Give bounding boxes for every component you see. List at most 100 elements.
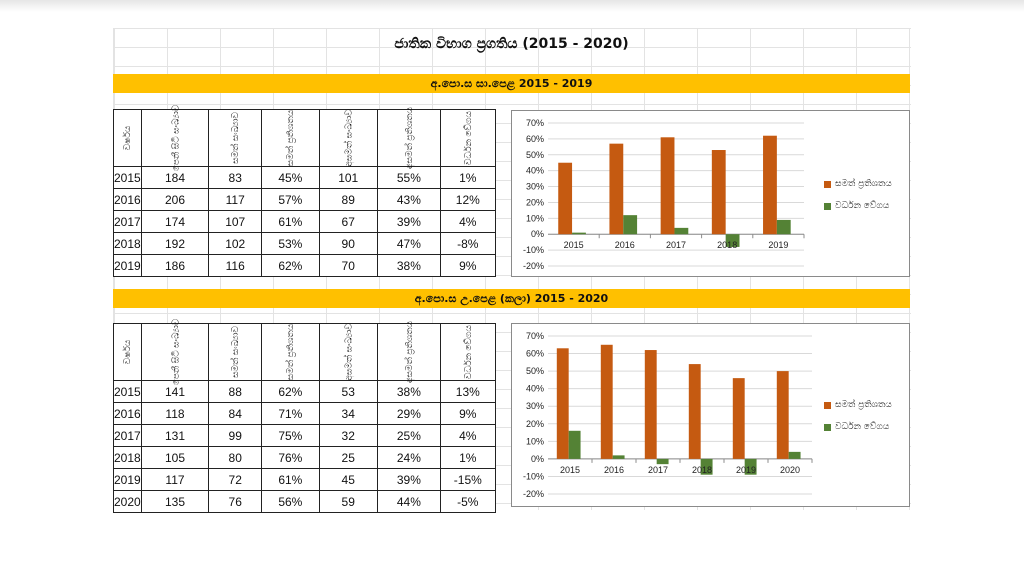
table-row: 2018 192 102 53% 90 47% -8% xyxy=(113,232,496,255)
table-cell: 9% xyxy=(439,254,496,277)
table-cell: 39% xyxy=(376,468,441,491)
x-tick-label: 2017 xyxy=(648,465,668,475)
y-tick-label: 70% xyxy=(526,118,544,128)
y-tick-label: 70% xyxy=(526,331,544,341)
bar xyxy=(660,137,675,235)
bar xyxy=(744,458,757,475)
y-tick-label: 0% xyxy=(531,454,544,464)
section1-chart-plot: -20% -10% 0% 10% 20% 30% 40% 50% 60% 70% 2015 2016 2… xyxy=(523,118,805,271)
section1-table: වර්ෂය පෙනී සිටි සංඛ්‍යාව සමත් සංඛ්‍යාව සමත්… xyxy=(113,105,496,277)
y-tick-label: 30% xyxy=(526,401,544,411)
page-top-edge xyxy=(0,0,1024,12)
table-cell: 24% xyxy=(376,446,441,469)
table-cell: 2020 xyxy=(113,490,142,513)
table-cell: 89 xyxy=(318,188,378,211)
table-cell: 72 xyxy=(208,468,263,491)
bar xyxy=(700,458,713,475)
legend-item: වර්ධන වේගය xyxy=(824,201,892,211)
table-cell: 131 xyxy=(140,424,210,447)
table-cell: 67 xyxy=(318,210,378,233)
bar xyxy=(788,451,801,459)
column-header: අසමත් ප්‍රතිශතය xyxy=(376,107,441,169)
section1-heading: අ.පො.ස සා.පෙළ 2015 - 2019 xyxy=(113,74,910,93)
table-cell: 45 xyxy=(318,468,378,491)
table-cell: 174 xyxy=(140,210,210,233)
table-cell: 61% xyxy=(261,468,320,491)
y-tick-label: 20% xyxy=(526,419,544,429)
column-header-label: සමත් ප්‍රතිශතය xyxy=(285,323,296,381)
table-cell: 34 xyxy=(318,402,378,425)
section2-table: වර්ෂය පෙනී සිටි සංඛ්‍යාව සමත් සංඛ්‍යාව සමත්… xyxy=(113,319,496,513)
column-header: අසමත් සංඛ්‍යාව xyxy=(318,323,378,381)
table-cell: 84 xyxy=(208,402,263,425)
table-cell: 83 xyxy=(208,166,263,189)
column-header-label: අසමත් ප්‍රතිශතය xyxy=(403,107,414,169)
table-cell: -5% xyxy=(439,490,496,513)
column-header: පෙනී සිටි සංඛ්‍යාව xyxy=(140,319,210,385)
table-cell: 29% xyxy=(376,402,441,425)
table-cell: 75% xyxy=(261,424,320,447)
table-cell: 2017 xyxy=(113,424,142,447)
column-header: අසමත් සංඛ්‍යාව xyxy=(318,109,378,167)
table-cell: 2016 xyxy=(113,188,142,211)
section2-chart-plot: -20% -10% 0% 10% 20% 30% 40% 50% 60% 70% 2015 2016 2… xyxy=(523,331,813,499)
table-cell: 38% xyxy=(376,254,441,277)
legend-label: සමත් ප්‍රතිශතය xyxy=(835,400,892,410)
legend-swatch xyxy=(824,202,831,210)
table-cell: 2015 xyxy=(113,380,142,403)
table-cell: 117 xyxy=(208,188,263,211)
x-tick-label: 2016 xyxy=(604,465,624,475)
table-cell: 53% xyxy=(261,232,320,255)
table-cell: 1% xyxy=(439,166,496,189)
legend-item: වර්ධන වේගය xyxy=(824,422,892,432)
section1-legend: සමත් ප්‍රතිශතය වර්ධන වේගය xyxy=(824,179,892,223)
section2-legend: සමත් ප්‍රතිශතය වර්ධන වේගය xyxy=(824,400,892,444)
bar xyxy=(776,219,791,235)
bar xyxy=(600,344,613,459)
x-tick-label: 2015 xyxy=(560,465,580,475)
table-row: 2015 141 88 62% 53 38% 13% xyxy=(113,380,496,403)
y-tick-label: 50% xyxy=(526,150,544,160)
bar xyxy=(572,232,586,235)
table-cell: 76 xyxy=(208,490,263,513)
table-cell: 118 xyxy=(140,402,210,425)
column-header: වර්ධන වේගය xyxy=(439,323,496,381)
bar xyxy=(776,371,789,459)
table-cell: 2016 xyxy=(113,402,142,425)
bar xyxy=(644,350,657,459)
column-header-label: සමත් ප්‍රතිශතය xyxy=(285,109,296,167)
table-cell: 192 xyxy=(140,232,210,255)
y-tick-label: 40% xyxy=(526,166,544,176)
column-header-label: අසමත් සංඛ්‍යාව xyxy=(343,323,354,381)
table-row: 2020 135 76 56% 59 44% -5% xyxy=(113,490,496,513)
column-header: වර්ෂය xyxy=(113,323,142,381)
column-header-label: පෙනී සිටි සංඛ්‍යාව xyxy=(169,318,180,386)
x-tick-label: 2017 xyxy=(666,240,686,250)
table-cell: 25 xyxy=(318,446,378,469)
table-cell: 57% xyxy=(261,188,320,211)
table-row: 2019 186 116 62% 70 38% 9% xyxy=(113,254,496,277)
column-header: වර්ෂය xyxy=(113,109,142,167)
column-header: සමත් ප්‍රතිශතය xyxy=(261,109,320,167)
table-cell: 71% xyxy=(261,402,320,425)
column-header-label: වර්ධන වේගය xyxy=(462,325,473,379)
table-cell: 61% xyxy=(261,210,320,233)
bar xyxy=(763,135,777,235)
bar xyxy=(609,143,624,235)
y-tick-label: 20% xyxy=(526,197,544,207)
x-tick-label: 2016 xyxy=(615,240,635,250)
column-header-label: වර්ෂය xyxy=(122,339,133,365)
table-cell: 56% xyxy=(261,490,320,513)
bar xyxy=(612,455,625,459)
legend-swatch xyxy=(824,423,831,431)
table-cell: 116 xyxy=(208,254,263,277)
table-cell: 43% xyxy=(376,188,441,211)
table-cell: 107 xyxy=(208,210,263,233)
bar xyxy=(558,162,573,235)
table-cell: 59 xyxy=(318,490,378,513)
table-cell: 141 xyxy=(140,380,210,403)
x-tick-label: 2019 xyxy=(768,240,788,250)
column-header: පෙනී සිටි සංඛ්‍යාව xyxy=(140,105,210,171)
table-cell: 13% xyxy=(439,380,496,403)
